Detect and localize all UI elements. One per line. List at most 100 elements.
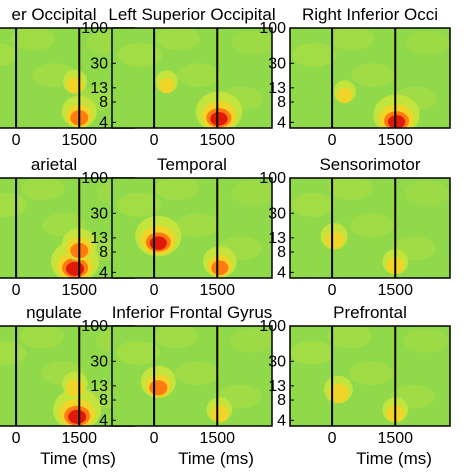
x-tick-label: 1500 xyxy=(377,282,413,299)
texture-patch xyxy=(117,192,162,217)
x-axis-label: Time (ms) xyxy=(178,449,254,468)
hotspot-high xyxy=(211,260,229,276)
panel-5: 0 1500 4 813 30 100 Temporal xyxy=(81,155,273,299)
panel-6: 0 1500 4 813 30 100 Sensorimotor xyxy=(259,155,451,299)
y-tick-label: 4 xyxy=(99,114,108,131)
x-tick-label: 0 xyxy=(12,430,21,447)
texture-patch xyxy=(404,180,449,205)
hotspot-peak xyxy=(68,409,87,424)
panel-title: Sensorimotor xyxy=(319,155,420,174)
hotspot-layer xyxy=(291,178,449,275)
y-tick-label: 30 xyxy=(268,55,286,72)
y-tick-label: 8 xyxy=(99,392,108,409)
hotspot-peak xyxy=(149,236,167,250)
y-tick-label: 100 xyxy=(81,170,108,187)
texture-patch xyxy=(351,63,395,88)
y-tick-label: 30 xyxy=(90,205,108,222)
x-tick-label: 1500 xyxy=(61,430,97,447)
texture-patch xyxy=(0,43,18,67)
y-tick-label: 100 xyxy=(81,318,108,335)
texture-patch xyxy=(328,178,373,201)
x-tick-label: 1500 xyxy=(61,132,97,149)
texture-patch xyxy=(290,340,335,365)
y-tick-label: 100 xyxy=(81,20,108,37)
plot-frame xyxy=(111,177,273,279)
y-tick-label: 30 xyxy=(90,55,108,72)
x-axis-label: Time (ms) xyxy=(40,449,116,468)
x-tick-label: 1500 xyxy=(61,282,97,299)
texture-patch xyxy=(19,326,64,349)
y-tick-label: 8 xyxy=(99,94,108,111)
hotspot-mid xyxy=(328,383,349,404)
texture-patch xyxy=(403,328,448,353)
hotspot-high xyxy=(149,380,168,396)
texture-patch xyxy=(177,63,221,88)
y-tick-label: 4 xyxy=(277,412,286,429)
y-tick-label: 100 xyxy=(259,20,286,37)
hotspot-layer xyxy=(0,28,131,128)
heatmap-background xyxy=(290,326,450,426)
texture-patch xyxy=(153,326,198,349)
y-tick-label: 8 xyxy=(277,94,286,111)
panel-title: Prefrontal xyxy=(333,303,407,322)
texture-patch xyxy=(327,326,372,349)
panel-title: Temporal xyxy=(157,155,227,174)
y-tick-label: 100 xyxy=(259,170,286,187)
texture-patch xyxy=(291,192,336,217)
y-tick-label: 13 xyxy=(90,230,108,247)
y-tick-label: 13 xyxy=(268,80,286,97)
hotspot-mid xyxy=(66,379,84,397)
x-tick-label: 0 xyxy=(328,282,337,299)
plot-frame xyxy=(289,27,451,129)
hotspot-peak xyxy=(387,115,406,128)
y-tick-label: 30 xyxy=(268,353,286,370)
heatmap-background xyxy=(290,178,450,278)
y-tick-label: 13 xyxy=(268,230,286,247)
y-tick-label: 13 xyxy=(90,80,108,97)
plot-frame xyxy=(111,27,273,129)
texture-patch xyxy=(405,30,450,55)
x-tick-label: 0 xyxy=(12,282,21,299)
x-tick-label: 1500 xyxy=(199,282,235,299)
x-axis-label: Time (ms) xyxy=(356,449,432,468)
texture-patch xyxy=(116,340,161,365)
x-tick-label: 0 xyxy=(328,132,337,149)
y-tick-label: 4 xyxy=(277,114,286,131)
texture-patch xyxy=(349,361,393,386)
plot-frame xyxy=(111,325,273,427)
plot-frame xyxy=(289,177,451,279)
texture-patch xyxy=(118,42,163,67)
hotspot-peak xyxy=(66,261,85,276)
panel-title: ngulate xyxy=(26,303,82,322)
texture-patch xyxy=(10,28,55,51)
heatmap-background xyxy=(112,326,272,426)
hotspot-layer xyxy=(117,178,272,278)
heatmap-background xyxy=(290,28,450,128)
panel-title: arietal xyxy=(31,155,77,174)
texture-patch xyxy=(229,328,272,353)
x-tick-label: 1500 xyxy=(199,132,235,149)
y-tick-label: 100 xyxy=(259,318,286,335)
x-tick-label: 1500 xyxy=(377,430,413,447)
texture-patch xyxy=(20,178,65,201)
hotspot-layer xyxy=(292,28,450,128)
texture-patch xyxy=(155,28,200,51)
panel-9: 0 1500 4 813 30 100 Prefrontal Time (ms) xyxy=(259,303,451,468)
texture-patch xyxy=(292,42,337,67)
hotspot-mid xyxy=(159,77,175,94)
x-tick-label: 0 xyxy=(150,430,159,447)
texture-patch xyxy=(231,30,272,55)
y-tick-label: 13 xyxy=(268,378,286,395)
texture-patch xyxy=(350,213,394,238)
hotspot-peak xyxy=(210,112,228,126)
texture-patch xyxy=(0,192,28,217)
y-tick-label: 13 xyxy=(90,378,108,395)
hotspot-mid xyxy=(66,77,84,94)
y-tick-label: 8 xyxy=(277,244,286,261)
panel-3: 0 1500 4 813 30 100 Right Inferior Occi xyxy=(259,5,451,149)
panel-title: Inferior Frontal Gyrus xyxy=(112,303,273,322)
hotspot-mid xyxy=(324,231,344,250)
